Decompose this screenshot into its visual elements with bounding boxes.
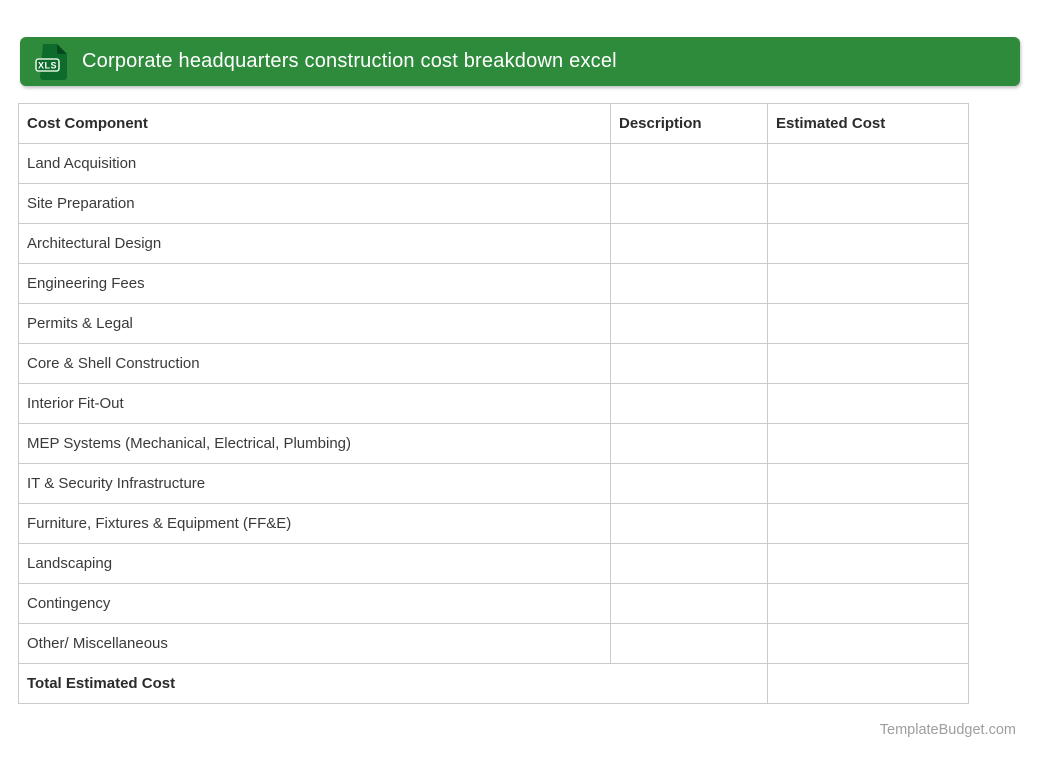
- table-row: Landscaping: [18, 543, 969, 584]
- table-row: Contingency: [18, 583, 969, 624]
- description-cell: [610, 543, 768, 584]
- table-row: Permits & Legal: [18, 303, 969, 344]
- component-cell: Core & Shell Construction: [18, 343, 611, 384]
- cost-cell: [767, 423, 969, 464]
- total-row: Total Estimated Cost: [18, 663, 969, 704]
- component-cell: MEP Systems (Mechanical, Electrical, Plu…: [18, 423, 611, 464]
- component-cell: Other/ Miscellaneous: [18, 623, 611, 664]
- page-title: Corporate headquarters construction cost…: [82, 50, 617, 72]
- description-cell: [610, 463, 768, 504]
- component-cell: Architectural Design: [18, 223, 611, 264]
- svg-text:XLS: XLS: [38, 60, 57, 70]
- table-row: Site Preparation: [18, 183, 969, 224]
- header-bar: XLS Corporate headquarters construction …: [20, 37, 1020, 86]
- description-cell: [610, 583, 768, 624]
- footer-website-text: TemplateBudget.com: [879, 722, 1016, 738]
- component-cell: Landscaping: [18, 543, 611, 584]
- table-row: Architectural Design: [18, 223, 969, 264]
- table-row: IT & Security Infrastructure: [18, 463, 969, 504]
- cost-cell: [767, 343, 969, 384]
- cost-cell: [767, 383, 969, 424]
- cost-cell: [767, 463, 969, 504]
- cost-cell: [767, 503, 969, 544]
- description-cell: [610, 503, 768, 544]
- component-cell: Engineering Fees: [18, 263, 611, 304]
- cost-cell: [767, 543, 969, 584]
- component-cell: Interior Fit-Out: [18, 383, 611, 424]
- description-cell: [610, 623, 768, 664]
- description-cell: [610, 263, 768, 304]
- component-cell: IT & Security Infrastructure: [18, 463, 611, 504]
- table-row: Furniture, Fixtures & Equipment (FF&E): [18, 503, 969, 544]
- column-header-cost-component: Cost Component: [18, 103, 611, 144]
- description-cell: [610, 343, 768, 384]
- cost-cell: [767, 623, 969, 664]
- cost-breakdown-table: Cost Component Description Estimated Cos…: [18, 103, 969, 704]
- description-cell: [610, 223, 768, 264]
- total-label-cell: Total Estimated Cost: [18, 663, 768, 704]
- component-cell: Permits & Legal: [18, 303, 611, 344]
- table-row: MEP Systems (Mechanical, Electrical, Plu…: [18, 423, 969, 464]
- table-row: Land Acquisition: [18, 143, 969, 184]
- column-header-description: Description: [610, 103, 768, 144]
- column-header-estimated-cost: Estimated Cost: [767, 103, 969, 144]
- table-row: Engineering Fees: [18, 263, 969, 304]
- component-cell: Site Preparation: [18, 183, 611, 224]
- cost-cell: [767, 223, 969, 264]
- table-row: Interior Fit-Out: [18, 383, 969, 424]
- component-cell: Contingency: [18, 583, 611, 624]
- xls-file-icon: XLS: [35, 43, 67, 80]
- description-cell: [610, 303, 768, 344]
- component-cell: Furniture, Fixtures & Equipment (FF&E): [18, 503, 611, 544]
- description-cell: [610, 143, 768, 184]
- table-row: Core & Shell Construction: [18, 343, 969, 384]
- table-row: Other/ Miscellaneous: [18, 623, 969, 664]
- cost-cell: [767, 263, 969, 304]
- cost-cell: [767, 183, 969, 224]
- table-header-row: Cost Component Description Estimated Cos…: [18, 103, 969, 144]
- component-cell: Land Acquisition: [18, 143, 611, 184]
- description-cell: [610, 383, 768, 424]
- description-cell: [610, 423, 768, 464]
- cost-cell: [767, 143, 969, 184]
- total-cost-cell: [767, 663, 969, 704]
- cost-cell: [767, 583, 969, 624]
- description-cell: [610, 183, 768, 224]
- cost-cell: [767, 303, 969, 344]
